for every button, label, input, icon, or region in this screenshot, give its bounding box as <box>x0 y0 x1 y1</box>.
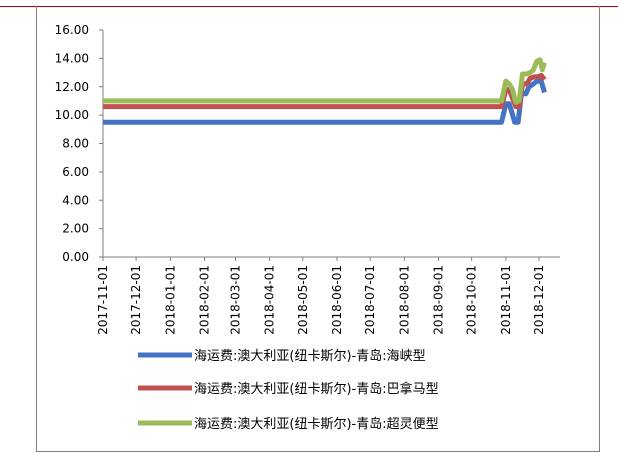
y-axis: 0.00 2.00 4.00 6.00 8.00 10.00 12.00 14.00 16.00 <box>55 23 104 264</box>
x-tick-label: 2017-12-01 <box>129 265 143 335</box>
y-tick-label: 12.00 <box>55 80 89 94</box>
y-tick-label: 10.00 <box>55 108 89 122</box>
x-tick-label: 2018-12-01 <box>532 265 546 335</box>
chart-border <box>36 6 600 452</box>
y-tick-label: 14.00 <box>55 51 89 65</box>
legend-label-1: 海运费:澳大利亚(纽卡斯尔)-青岛:海峡型 <box>194 348 426 364</box>
x-tick-label: 2017-11-01 <box>96 265 110 335</box>
x-tick-label: 2018-10-01 <box>465 265 479 335</box>
x-tick-label: 2018-11-01 <box>499 265 513 335</box>
x-tick-label: 2018-04-01 <box>263 265 277 335</box>
x-tick-label: 2018-09-01 <box>432 265 446 335</box>
plot-area <box>103 57 547 125</box>
y-tick-label: 16.00 <box>55 23 89 37</box>
y-tick-label: 4.00 <box>62 193 89 207</box>
x-tick-label: 2018-08-01 <box>397 265 411 335</box>
y-tick-label: 0.00 <box>62 250 89 264</box>
y-tick-label: 6.00 <box>62 165 89 179</box>
series-line-3 <box>103 57 547 105</box>
x-tick-label: 2018-03-01 <box>228 265 242 335</box>
legend-label-2: 海运费:澳大利亚(纽卡斯尔)-青岛:巴拿马型 <box>194 381 439 397</box>
x-tick-label: 2018-01-01 <box>163 265 177 335</box>
y-tick-label: 2.00 <box>62 222 89 236</box>
y-tick-label: 8.00 <box>62 137 89 151</box>
legend: 海运费:澳大利亚(纽卡斯尔)-青岛:海峡型海运费:澳大利亚(纽卡斯尔)-青岛:巴… <box>138 348 439 432</box>
x-axis: 2017-11-01 2017-12-01 2018-01-01 2018-02-01… <box>96 256 560 335</box>
x-tick-label: 2018-07-01 <box>363 265 377 335</box>
x-tick-label: 2018-05-01 <box>296 265 310 335</box>
header-rule <box>0 6 618 7</box>
x-tick-label: 2018-06-01 <box>330 265 344 335</box>
x-tick-label: 2018-02-01 <box>198 265 212 335</box>
legend-label-3: 海运费:澳大利亚(纽卡斯尔)-青岛:超灵便型 <box>194 416 439 432</box>
